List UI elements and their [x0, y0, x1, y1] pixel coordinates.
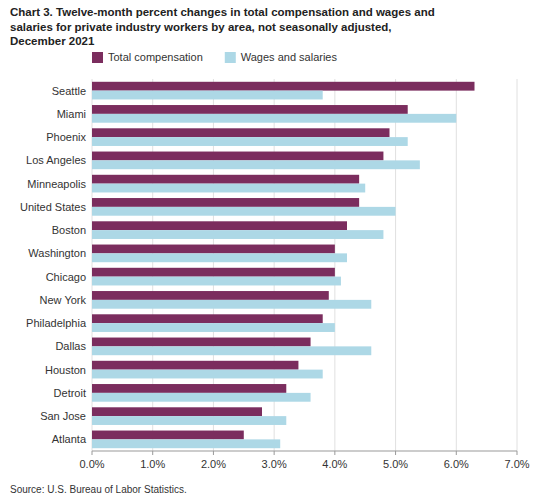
y-axis: Atlanta San Jose Detroit Houston Dallas Phila… — [20, 85, 87, 446]
bar — [92, 361, 298, 370]
tick-mark — [456, 451, 457, 455]
category-label: Minneapolis — [27, 178, 86, 190]
annotation: Source: U.S. Bureau of Labor Statistics. — [10, 484, 187, 495]
bar — [92, 407, 262, 416]
tick-mark — [213, 451, 214, 455]
tick-mark — [395, 451, 396, 455]
bar — [92, 91, 323, 100]
x-axis: 0.0% 1.0% 2.0% 3.0% 4.0% 5.0% 6.0% 7.0% — [79, 79, 529, 470]
chart: Chart 3. Twelve-month percent changes in… — [0, 0, 539, 503]
bar — [92, 323, 335, 332]
bar — [92, 431, 244, 440]
tick-mark — [152, 451, 153, 455]
category-label: Seattle — [52, 85, 86, 97]
tick-label: 7.0% — [504, 458, 529, 470]
bar — [92, 82, 475, 91]
category-label: Phoenix — [46, 131, 86, 143]
bar — [92, 338, 311, 347]
category-label: San Jose — [40, 410, 86, 422]
category-label: Los Angeles — [26, 154, 86, 166]
tick-mark — [92, 451, 93, 455]
grid-line — [395, 79, 396, 451]
bar — [92, 160, 420, 169]
legend: Total compensation Wages and salaries — [92, 51, 337, 63]
bar — [92, 184, 365, 193]
bar — [92, 300, 371, 309]
bar — [92, 291, 329, 300]
category-label: Boston — [52, 224, 86, 236]
tick-label: 2.0% — [201, 458, 226, 470]
tick-mark — [517, 451, 518, 455]
bar — [92, 207, 396, 216]
bar — [92, 439, 280, 448]
bar — [92, 253, 347, 262]
bar — [92, 384, 286, 393]
axis-line — [92, 451, 517, 452]
tick-label: 6.0% — [444, 458, 469, 470]
legend-swatch — [92, 52, 103, 63]
tick-label: 4.0% — [322, 458, 347, 470]
category-label: United States — [20, 201, 87, 213]
category-label: Washington — [28, 247, 86, 259]
bar — [92, 393, 311, 402]
title: Chart 3. Twelve-month percent changes in… — [10, 6, 435, 47]
bar — [92, 277, 341, 286]
category-label: Miami — [57, 108, 86, 120]
bar — [92, 370, 323, 379]
tick-mark — [334, 451, 335, 455]
category-label: Chicago — [46, 271, 86, 283]
legend-label: Total compensation — [108, 51, 203, 63]
bar — [92, 114, 456, 123]
bars — [92, 82, 475, 448]
category-label: Houston — [45, 364, 86, 376]
legend-swatch — [225, 52, 236, 63]
bar — [92, 105, 408, 114]
bar — [92, 346, 371, 355]
category-label: Detroit — [54, 387, 86, 399]
bar — [92, 230, 383, 239]
tick-label: 1.0% — [140, 458, 165, 470]
tick-label: 3.0% — [262, 458, 287, 470]
tick-mark — [274, 451, 275, 455]
bar — [92, 221, 347, 230]
grid-line — [517, 79, 518, 451]
tick-label: 5.0% — [383, 458, 408, 470]
legend-label: Wages and salaries — [241, 51, 338, 63]
bar — [92, 245, 335, 254]
bar — [92, 137, 408, 146]
tick-label: 0.0% — [79, 458, 104, 470]
bar — [92, 416, 286, 425]
bar — [92, 198, 359, 207]
bar — [92, 175, 359, 184]
category-label: Atlanta — [52, 433, 87, 445]
category-label: Philadelphia — [26, 317, 87, 329]
bar — [92, 314, 323, 323]
category-label: Dallas — [55, 340, 86, 352]
bar — [92, 128, 390, 137]
category-label: New York — [40, 294, 87, 306]
bar — [92, 268, 335, 277]
grid-line — [456, 79, 457, 451]
bar — [92, 152, 383, 161]
